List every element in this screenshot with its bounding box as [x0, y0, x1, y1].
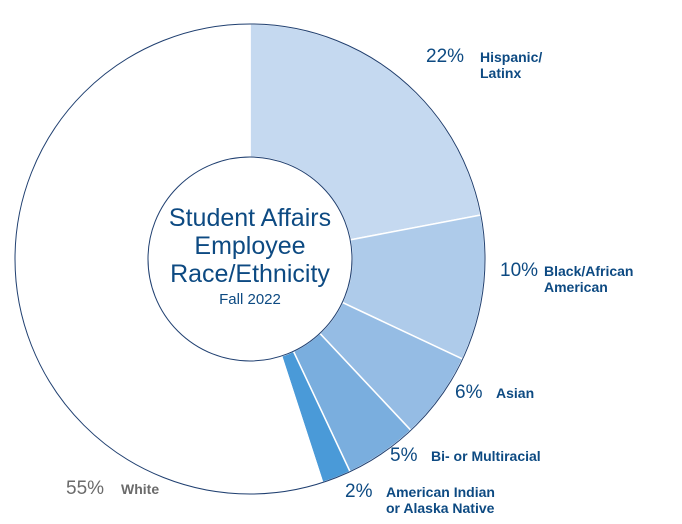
value-label-hispanic-latinx: 22% [426, 46, 464, 67]
value-label-bi-or-multiracial: 5% [390, 445, 418, 466]
label-white: 55% White [66, 478, 159, 499]
category-label-black-african-american-1: Black/African [544, 263, 633, 279]
label-hispanic-latinx: 22% Hispanic/Latinx [426, 46, 542, 81]
category-label-hispanic-latinx-1: Hispanic/ [480, 49, 542, 65]
value-label-black-african-american: 10% [500, 260, 538, 281]
center-group: Student Affairs Employee Race/Ethnicity … [169, 204, 331, 308]
value-label-asian: 6% [455, 382, 483, 403]
category-label-american-indian-or-alaska-native-2: or Alaska Native [386, 500, 495, 516]
inner-ring-outline [147, 156, 353, 362]
category-label-black-african-american-2: American [544, 279, 608, 295]
category-label-american-indian-or-alaska-native-1: American Indian [386, 484, 495, 500]
value-label-american-indian-or-alaska-native: 2% [345, 481, 373, 502]
chart-title-line-3: Race/Ethnicity [170, 260, 330, 288]
category-label-hispanic-latinx-2: Latinx [480, 65, 521, 81]
value-label-white: 55% [66, 478, 104, 499]
category-label-bi-or-multiracial-1: Bi- or Multiracial [431, 448, 541, 464]
chart-title-line-2: Employee [194, 232, 305, 260]
category-label-white-1: White [121, 481, 159, 497]
label-asian: 6% Asian [455, 382, 534, 403]
chart-subtitle: Fall 2022 [219, 291, 281, 308]
label-bi-or-multiracial: 5% Bi- or Multiracial [390, 445, 541, 466]
slices-group [14, 23, 486, 495]
chart-title-line-1: Student Affairs [169, 204, 331, 232]
outer-ring-outline [14, 23, 486, 495]
category-label-asian-1: Asian [496, 385, 534, 401]
